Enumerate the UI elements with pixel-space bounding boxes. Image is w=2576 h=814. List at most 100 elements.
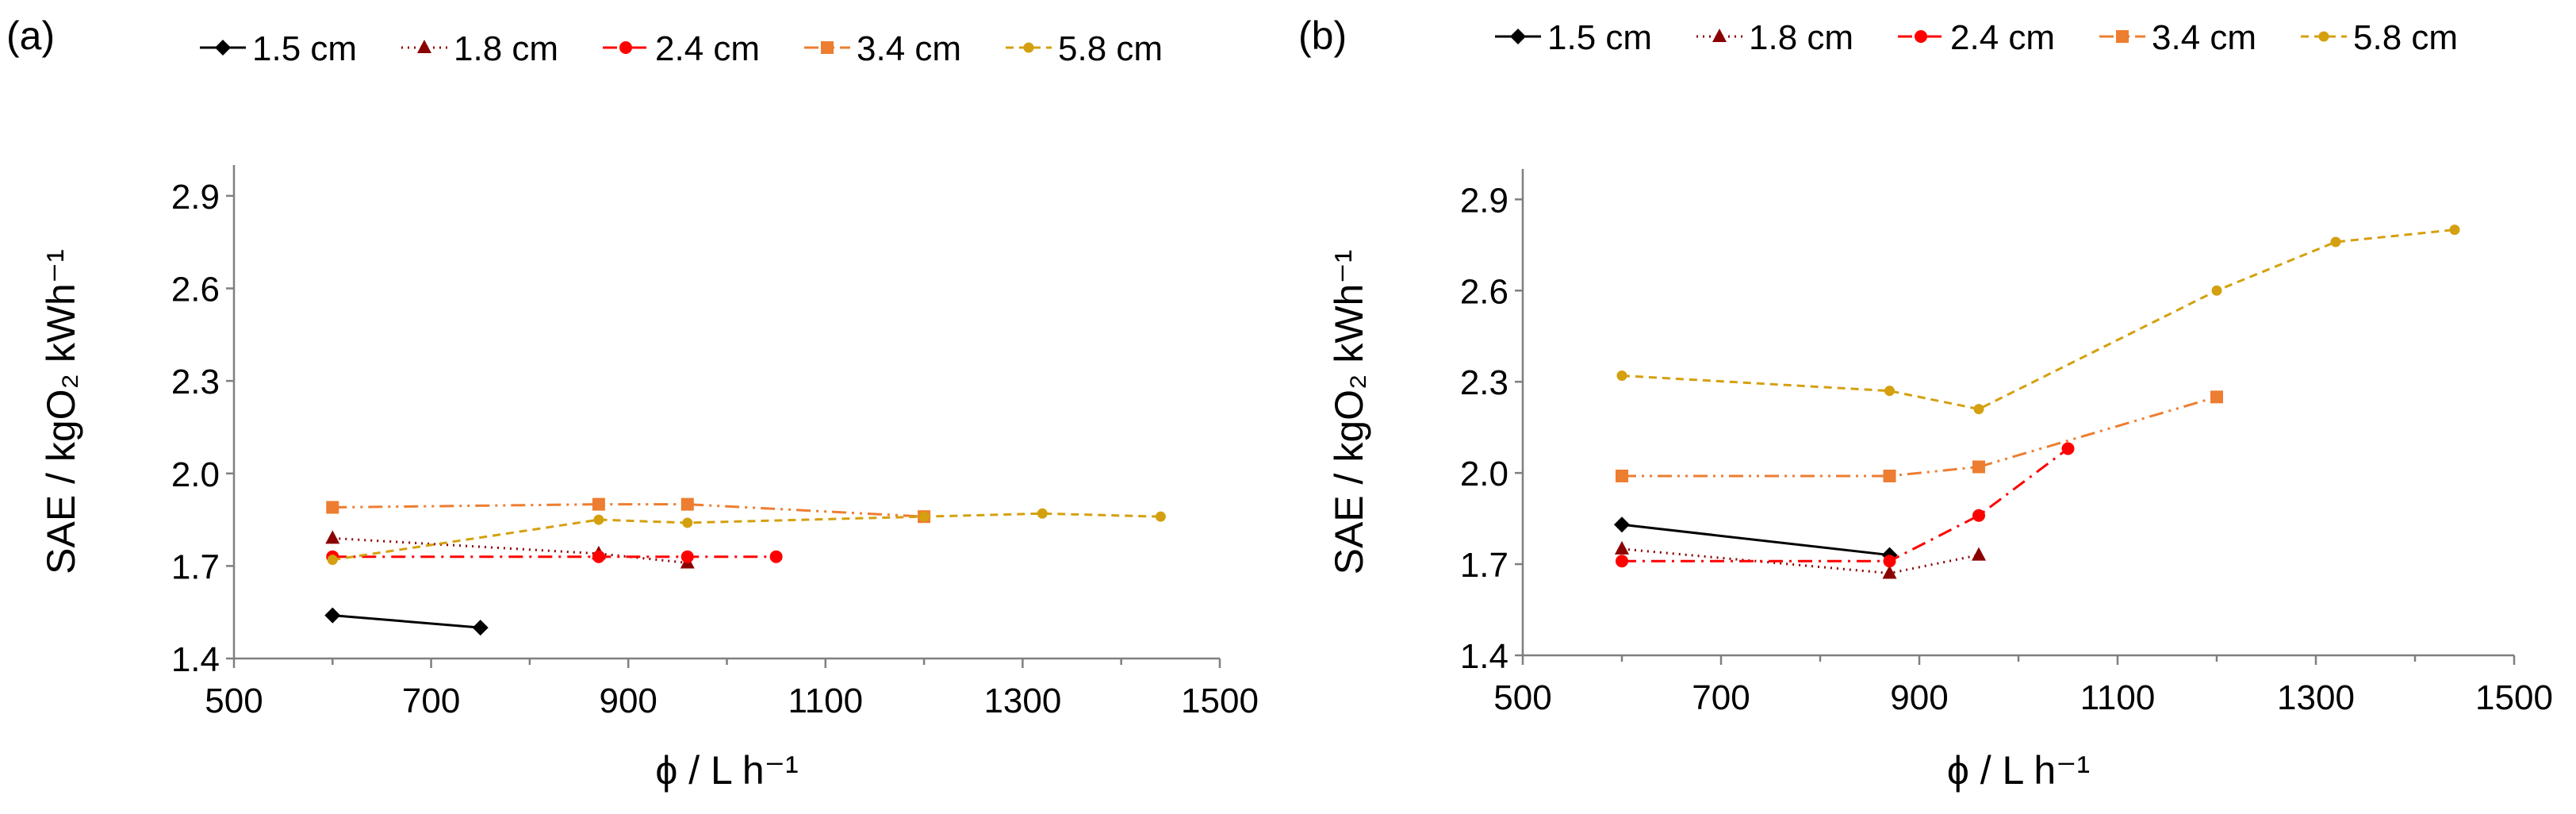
series-line — [332, 512, 1161, 562]
legend-item: 5.8 cm — [1006, 29, 1163, 68]
y-tick-label-b: 2.6 — [1460, 272, 1508, 311]
legend-label: 1.5 cm — [1547, 18, 1652, 57]
x-tick-label-a: 700 — [402, 682, 460, 720]
data-point — [2449, 225, 2460, 236]
data-point — [1614, 516, 1630, 533]
legend-swatch-marker — [417, 40, 431, 53]
x-tick-label-a: 1500 — [1181, 682, 1259, 720]
legend-a: 1.5 cm 1.8 cm 2.4 cm 3.4 cm 5.8 cm — [200, 29, 1163, 68]
data-point — [324, 607, 341, 624]
data-point — [918, 511, 930, 522]
legend-item: 3.4 cm — [2099, 18, 2256, 57]
data-point — [472, 620, 489, 636]
legend-swatch-marker — [2116, 30, 2129, 43]
data-point — [769, 550, 783, 563]
data-point — [680, 550, 694, 563]
series-line — [1621, 547, 1980, 575]
series-b-3-4-cm — [1616, 390, 2223, 482]
data-point — [592, 550, 605, 563]
legend-swatch-marker — [1915, 30, 1927, 43]
series-line — [1622, 447, 2069, 563]
legend-item: 2.4 cm — [1898, 18, 2055, 57]
legend-label: 2.4 cm — [1950, 18, 2055, 57]
legend-item: 1.5 cm — [200, 29, 357, 68]
data-point — [593, 514, 604, 525]
y-tick-label-b: 2.9 — [1460, 181, 1508, 220]
y-axis-title-b: SAE / kgO₂ kWh⁻¹ — [1327, 250, 1371, 575]
y-tick-label-a: 1.4 — [171, 640, 220, 679]
y-axis-title-a: SAE / kgO₂ kWh⁻¹ — [39, 249, 83, 574]
data-point — [1972, 460, 1985, 474]
x-tick-label-b: 1100 — [2080, 678, 2156, 717]
y-tick-label-b: 2.3 — [1460, 363, 1508, 402]
data-point — [1882, 565, 1897, 579]
legend-label: 1.8 cm — [454, 29, 558, 68]
chart-panels: (a) 1.4 1.7 2.0 2.3 2.6 2.9 500 700 900 1100 1300 15… — [6, 13, 2553, 793]
legend-item: 1.5 cm — [1495, 18, 1652, 57]
panel-a: (a) 1.4 1.7 2.0 2.3 2.6 2.9 500 700 900 1100 1300 15… — [6, 13, 1259, 793]
legend-item: 5.8 cm — [2301, 18, 2458, 57]
x-axis-title-a: ϕ / L h⁻¹ — [655, 748, 798, 793]
data-point — [1616, 371, 1627, 382]
legend-item: 2.4 cm — [603, 29, 760, 68]
legend-swatch-marker — [2318, 31, 2329, 42]
data-point — [2211, 285, 2222, 296]
legend-b: 1.5 cm 1.8 cm 2.4 cm 3.4 cm 5.8 cm — [1495, 18, 2458, 57]
legend-label: 3.4 cm — [857, 29, 961, 68]
legend-swatch-marker — [1510, 29, 1526, 44]
y-tick-label-b: 1.7 — [1460, 546, 1508, 585]
data-point — [1973, 404, 1984, 415]
x-tick-label-b: 500 — [1493, 678, 1551, 717]
legend-item: 1.8 cm — [401, 29, 558, 68]
series-b-1-8-cm — [1615, 540, 1986, 579]
legend-item: 3.4 cm — [804, 29, 961, 68]
data-point — [326, 501, 339, 514]
legend-label: 3.4 cm — [2152, 18, 2256, 57]
y-tick-label-b: 2.0 — [1460, 455, 1508, 493]
data-point — [1615, 540, 1629, 555]
legend-label: 5.8 cm — [2353, 18, 2458, 57]
legend-label: 5.8 cm — [1058, 29, 1163, 68]
data-point — [1883, 469, 1896, 482]
data-point — [1972, 547, 1986, 561]
x-tick-label-b: 900 — [1890, 678, 1948, 717]
data-point — [1884, 386, 1895, 397]
data-point — [592, 497, 605, 511]
y-tick-label-b: 1.4 — [1460, 637, 1508, 676]
y-tick-label-a: 1.7 — [171, 547, 220, 586]
panel-label-a: (a) — [6, 13, 55, 58]
y-tick-label-a: 2.3 — [171, 363, 220, 401]
legend-swatch-marker — [619, 41, 632, 54]
x-tick-label-a: 500 — [205, 682, 263, 720]
data-point — [680, 497, 694, 511]
data-point — [1883, 555, 1896, 568]
data-point — [325, 530, 340, 544]
data-point — [682, 517, 693, 528]
legend-swatch-marker — [1712, 29, 1727, 42]
series-line — [1621, 523, 1890, 557]
legend-swatch-marker — [821, 41, 834, 54]
x-tick-label-a: 1100 — [788, 682, 863, 720]
legend-label: 1.8 cm — [1749, 18, 1853, 57]
legend-item: 1.8 cm — [1696, 18, 1853, 57]
legend-swatch-marker — [215, 40, 231, 56]
legend-swatch-marker — [1023, 42, 1034, 53]
data-point — [1972, 509, 1985, 522]
legend-label: 1.5 cm — [252, 29, 357, 68]
data-point — [2330, 236, 2341, 248]
series-line — [332, 614, 481, 629]
data-point — [1616, 555, 1628, 568]
series-a-5-8-cm — [327, 508, 1166, 566]
series-b-5-8-cm — [1616, 225, 2460, 415]
y-tick-label-a: 2.9 — [171, 178, 220, 217]
x-tick-label-a: 900 — [599, 682, 657, 720]
data-point — [1037, 508, 1048, 519]
series-line — [1621, 228, 2455, 411]
data-point — [2210, 390, 2223, 404]
series-a-1-5-cm — [324, 607, 489, 636]
data-point — [1616, 469, 1628, 482]
y-tick-label-a: 2.6 — [171, 271, 220, 309]
legend-label: 2.4 cm — [655, 29, 760, 68]
